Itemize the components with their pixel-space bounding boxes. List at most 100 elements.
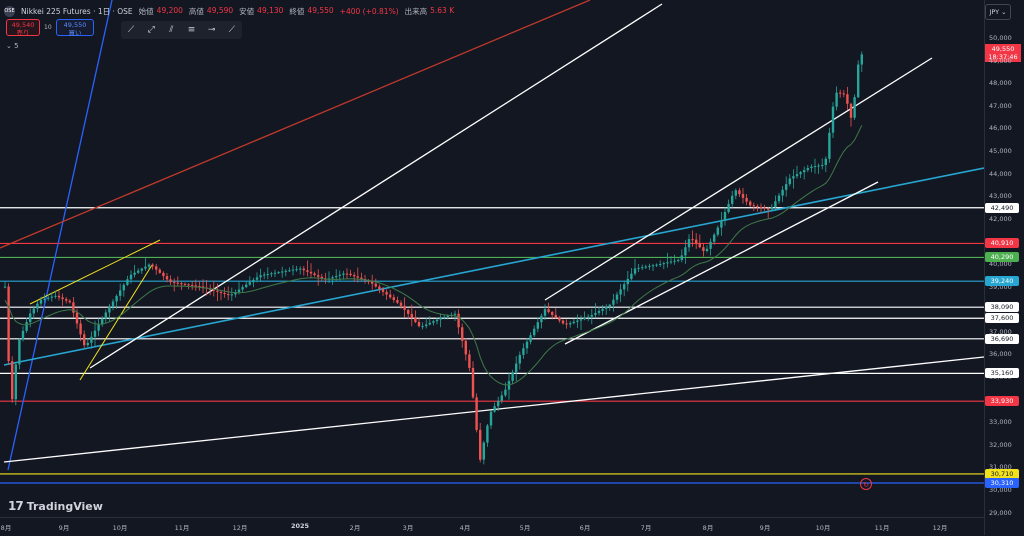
time-tick-label: 11月 (174, 524, 190, 532)
candle-body (795, 174, 799, 177)
trend-line (29, 239, 161, 305)
candle-body (601, 308, 604, 311)
candle-body (342, 273, 345, 275)
candle-body (695, 239, 698, 244)
candle-body (79, 323, 82, 335)
currency-selector[interactable]: JPY ⌄ (985, 4, 1011, 20)
candle-body (597, 310, 601, 313)
candle-body (817, 165, 820, 167)
candle-body (97, 324, 100, 331)
candle-body (173, 282, 176, 284)
candle-body (378, 286, 381, 290)
price-axis[interactable]: 49,550 18:37:46 50,000 49,000 48,000 47,000… (984, 0, 1024, 535)
candle-body (356, 276, 359, 278)
candle-body (101, 318, 104, 325)
price-tick-label: 46,000 (989, 124, 1012, 133)
candle-body (284, 270, 287, 272)
candle-body (713, 234, 716, 242)
trend-line (544, 57, 933, 301)
time-axis[interactable]: 8月 9月 10月 11月 12月 2025 2月 3月 4月 5月 6月 7月 8月 9月 10月 11月 1… (0, 517, 984, 536)
candle-body (839, 92, 842, 94)
candle-body (734, 190, 737, 196)
candle-body (659, 263, 662, 265)
candle-body (641, 267, 644, 269)
level-price-label: 38,090 (985, 302, 1019, 313)
time-tick-label: 10月 (112, 524, 128, 532)
candle-body (853, 97, 856, 118)
candle-body (291, 269, 295, 271)
candle-body (313, 273, 316, 276)
horizontal-ray-icon[interactable]: ⊸ (207, 25, 216, 35)
candle-body (75, 312, 79, 324)
candle-body (399, 302, 403, 306)
replay-icon[interactable]: ↻ (860, 478, 872, 490)
buy-price: 49,550 (63, 21, 87, 29)
time-tick-label: 4月 (459, 524, 471, 532)
candle-body (151, 264, 154, 267)
spread-value: 10 (44, 24, 52, 31)
trend-line-icon[interactable]: ⟋ (127, 25, 135, 35)
candle-body (115, 295, 118, 302)
candle-body (410, 313, 413, 319)
candle-body (237, 289, 241, 292)
candle-body (317, 275, 320, 277)
candle-body (248, 282, 251, 285)
candle-body (7, 286, 10, 362)
candle-body (61, 297, 64, 300)
price-tick-label: 30,000 (989, 486, 1012, 494)
candle-body (860, 54, 863, 65)
moving-average-line (4, 125, 863, 386)
candle-body (277, 272, 280, 274)
candle-body (306, 270, 309, 272)
fib-retracement-icon[interactable]: ≡ (187, 25, 196, 35)
ray-icon[interactable]: ⤢ (147, 25, 155, 35)
candle-body (723, 212, 727, 221)
ohlc-open: 始値 49,200 (138, 5, 183, 16)
candle-body (428, 322, 431, 325)
buy-button[interactable]: 49,550 買い (56, 19, 94, 37)
level-price-label: 37,600 (985, 313, 1019, 324)
candle-body (619, 289, 622, 295)
candle-body (133, 272, 136, 275)
extended-line-icon[interactable]: ⟋ (228, 25, 236, 35)
symbol-title[interactable]: Nikkei 225 Futures · 1日 · OSE (21, 6, 133, 16)
candle-body (227, 294, 230, 296)
candle-body (540, 315, 543, 323)
candle-body (738, 190, 741, 195)
indicators-toggle[interactable]: ⌄ 5 (6, 42, 19, 50)
candle-body (824, 158, 827, 165)
time-tick-label: 8月 (702, 524, 714, 532)
price-tick-label: 33,000 (989, 418, 1012, 427)
candle-body (525, 341, 529, 349)
candle-body (561, 320, 565, 324)
candle-body (468, 354, 471, 368)
candle-body (551, 312, 554, 315)
candle-body (421, 326, 424, 328)
candle-body (176, 282, 179, 284)
candle-body (497, 400, 500, 407)
candle-body (500, 395, 503, 401)
candle-body (453, 313, 457, 315)
candle-body (25, 322, 28, 331)
exchange-icon: OSE (4, 5, 15, 17)
candle-body (849, 103, 853, 118)
candle-body (518, 354, 521, 364)
parallel-channel-icon[interactable]: ⫽ (169, 25, 174, 35)
candle-body (781, 189, 784, 196)
candle-body (187, 284, 190, 286)
candle-body (345, 273, 349, 275)
candle-body (396, 300, 399, 303)
candle-body (36, 303, 39, 309)
candle-body (623, 284, 626, 290)
candle-body (716, 227, 719, 235)
candle-body (767, 208, 770, 210)
candle-body (565, 323, 568, 325)
level-price-label: 33,930 (985, 396, 1019, 407)
candle-body (612, 299, 615, 305)
candle-body (446, 315, 449, 317)
candle-body (471, 367, 475, 398)
sell-button[interactable]: 49,540 売り (6, 19, 40, 37)
price-chart[interactable] (0, 0, 984, 517)
chevron-down-icon: ⌄ (1001, 8, 1007, 16)
price-tick-label: 49,000 (989, 56, 1012, 65)
